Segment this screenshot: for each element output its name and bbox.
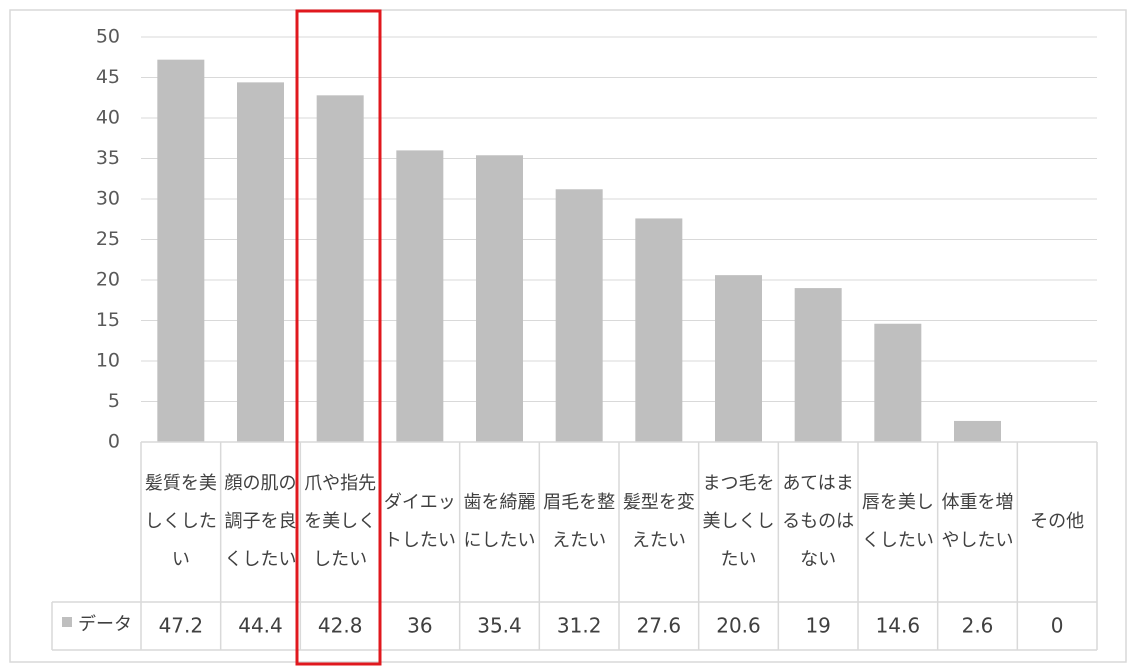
category-cell: 髪型を変えたい	[622, 492, 695, 551]
data-table-value: 31.2	[557, 614, 602, 638]
category-cell: あてはまるものはない	[782, 473, 855, 570]
legend-label: データ	[78, 614, 132, 635]
data-table-value: 0	[1051, 614, 1064, 638]
category-cell: 歯を綺麗にしたい	[463, 492, 536, 551]
y-tick-label: 5	[108, 390, 120, 412]
bars	[157, 59, 1002, 443]
bar	[794, 288, 842, 442]
x-tick-label: あてはまるものはない	[782, 473, 855, 570]
y-tick-label: 15	[96, 309, 120, 331]
data-table-value: 36	[407, 614, 432, 638]
legend-key	[62, 617, 72, 627]
x-tick-label: 体重を増やしたい	[941, 492, 1014, 551]
data-table-value: 14.6	[876, 614, 921, 638]
highlight-box	[295, 9, 382, 666]
y-tick-label: 35	[96, 147, 120, 169]
bar	[953, 420, 1002, 442]
category-cell: 顔の肌の調子を良くしたい	[224, 473, 297, 570]
data-table-value: 35.4	[477, 614, 522, 638]
x-tick-label: まつ毛を美しくしたい	[702, 473, 775, 570]
x-tick-label: 髪型を変えたい	[622, 492, 695, 551]
bar	[316, 95, 364, 442]
data-table-value: 44.4	[238, 614, 283, 638]
y-tick-label: 0	[108, 431, 120, 453]
data-table-value: 27.6	[637, 614, 682, 638]
category-cell: まつ毛を美しくしたい	[702, 473, 775, 570]
y-tick-label: 10	[96, 350, 120, 372]
bar	[157, 59, 205, 443]
y-tick-label: 50	[96, 26, 120, 48]
y-tick-label: 45	[96, 66, 120, 88]
y-tick-label: 40	[96, 107, 120, 129]
bar	[874, 323, 922, 442]
bar	[236, 82, 285, 443]
x-tick-label: 髪質を美しくしたい	[144, 473, 217, 570]
bar	[396, 150, 444, 442]
x-tick-label: その他	[1030, 511, 1085, 532]
x-tick-label: 歯を綺麗にしたい	[463, 492, 536, 551]
y-tick-label: 25	[96, 228, 120, 250]
category-cell: 体重を増やしたい	[941, 492, 1014, 551]
data-table: データ 47.2 44.4 42.8 36 35.4 31.2 27.6 20.6 19 14.6 2…	[51, 441, 1098, 651]
bar	[635, 218, 683, 442]
data-table-value: 2.6	[962, 614, 994, 638]
category-cell: 髪質を美しくしたい	[144, 473, 217, 570]
bar	[714, 275, 763, 442]
y-tick-label: 30	[96, 188, 120, 210]
x-tick-label: 眉毛を整えたい	[543, 492, 616, 551]
category-cell: 眉毛を整えたい	[543, 492, 616, 551]
y-tick-label: 20	[96, 269, 120, 291]
category-cell: その他	[1030, 511, 1085, 532]
data-table-value: 47.2	[159, 614, 204, 638]
x-tick-label: 顔の肌の調子を良くしたい	[224, 473, 297, 570]
data-table-value: 42.8	[318, 614, 363, 638]
x-tick-label: ダイエットしたい	[383, 492, 456, 551]
x-tick-label: 爪や指先を美しくしたい	[304, 473, 377, 570]
grid: 0 5 10 15 20 25 30 35 40 45 50	[96, 26, 1097, 453]
data-table-value: 19	[805, 614, 830, 638]
category-cell: 唇を美しくしたい	[861, 492, 934, 551]
category-cell: ダイエットしたい	[383, 492, 456, 551]
x-tick-label: 唇を美しくしたい	[861, 492, 934, 551]
data-table-value: 20.6	[716, 614, 761, 638]
bar	[555, 189, 603, 442]
bar	[475, 155, 524, 442]
category-cell: 爪や指先を美しくしたい	[304, 473, 377, 570]
